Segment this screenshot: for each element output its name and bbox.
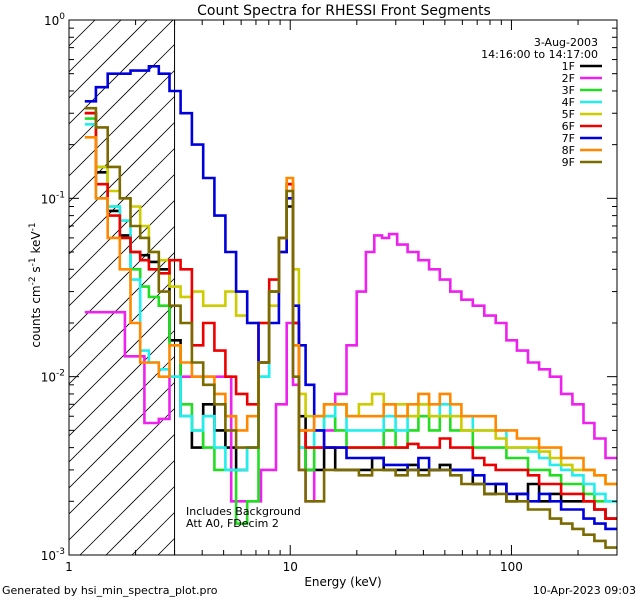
series-3F [84,117,617,525]
x-tick-label: 100 [500,560,523,574]
legend-label-1F: 1F [562,60,575,73]
series-9F [84,106,617,549]
date-text: 3-Aug-2003 [534,36,598,49]
footer-timestamp: 10-Apr-2023 09:03 [532,584,636,597]
legend-label-8F: 8F [562,144,575,157]
time-range-text: 14:16:00 to 14:17:00 [481,48,598,61]
y-tick-label: 10-1 [41,190,65,206]
series-2F [84,232,617,503]
series-7F [84,65,617,531]
series-5F [84,111,617,486]
y-axis-label: counts cm-2 s-1 keV-1 [28,222,43,347]
legend-label-2F: 2F [562,72,575,85]
y-tick-label: 100 [44,12,65,28]
hatch-lines [69,20,175,555]
series-8F [84,136,617,486]
legend-label-3F: 3F [562,84,575,97]
x-tick-label: 1 [65,560,73,574]
legend-label-9F: 9F [562,156,575,169]
legend-label-6F: 6F [562,120,575,133]
y-tick-label: 10-3 [41,547,65,563]
legend-label-5F: 5F [562,108,575,121]
series-layer [84,65,617,549]
footer-generated-by: Generated by hsi_min_spectra_plot.pro [2,584,218,597]
legend-label-7F: 7F [562,132,575,145]
y-tick-label: 10-2 [41,369,65,385]
plot-frame [68,19,618,556]
legend-label-4F: 4F [562,96,575,109]
annotation-background: Includes Background [186,505,301,518]
axis-ticks: 1 10 100 10-3 10-2 10-1 100 [41,12,618,574]
x-tick-label: 10 [283,560,298,574]
annotation-attenuator: Att A0, FDecim 2 [186,517,279,530]
x-axis-label: Energy (keV) [304,575,381,589]
chart-title: Count Spectra for RHESSI Front Segments [197,3,491,19]
